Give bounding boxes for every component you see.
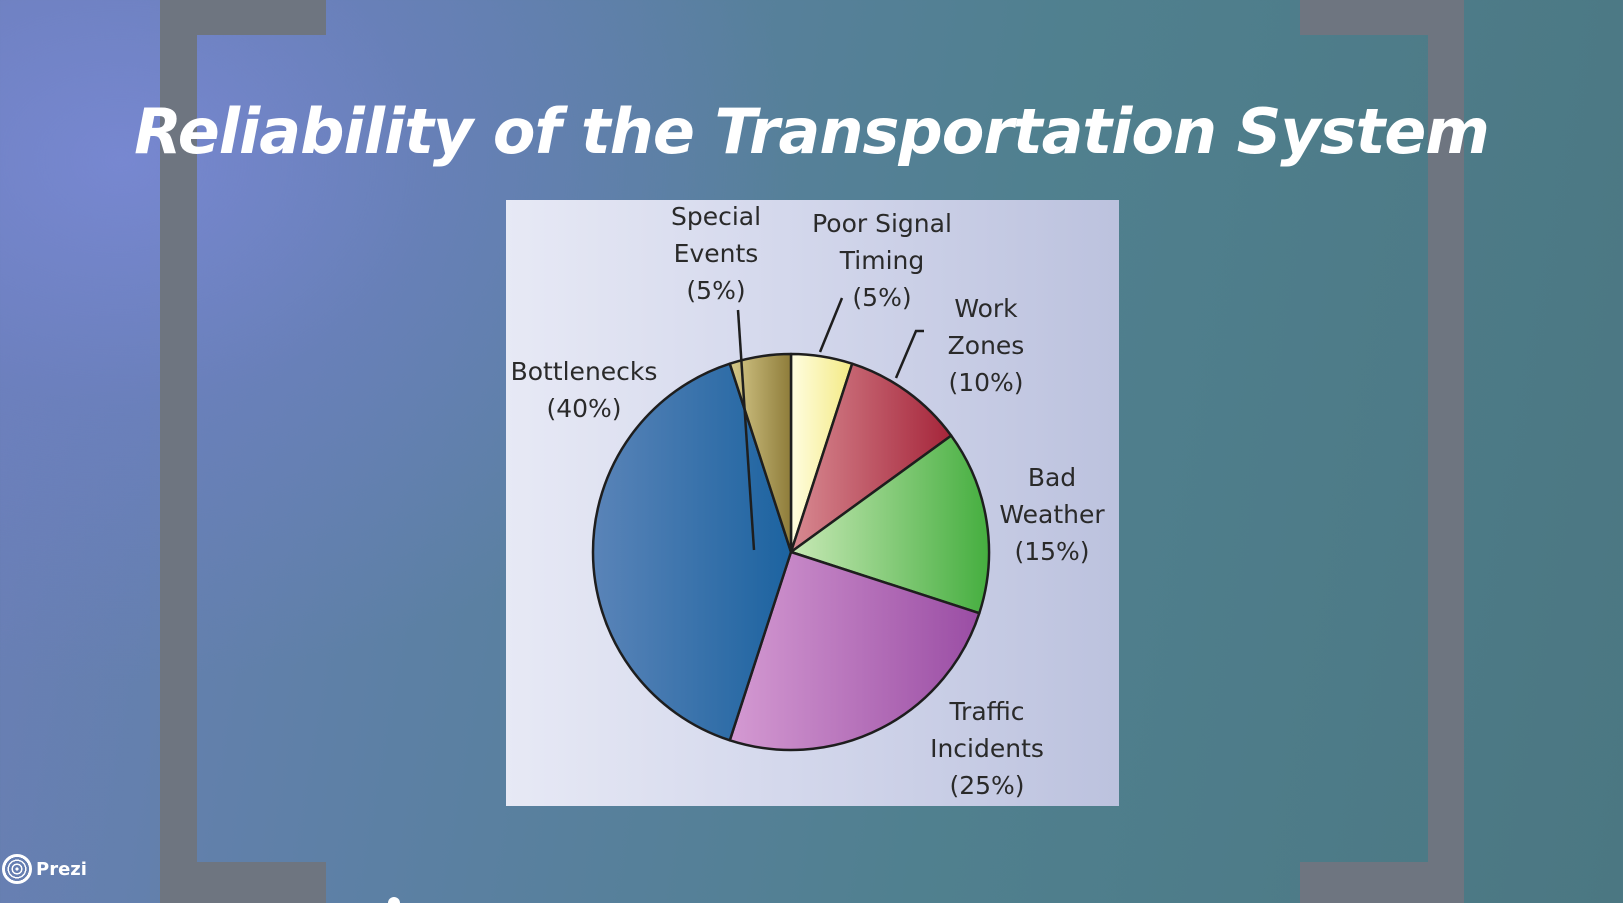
prezi-logo-icon xyxy=(2,854,32,884)
frame-bracket-right xyxy=(1428,0,1464,903)
pie-chart: Special Events (5%) Poor Signal Timing (5%) Wo… xyxy=(511,202,1106,800)
prezi-label: Prezi xyxy=(36,858,87,880)
pie-label-traffic-incidents: Traffic Incidents (25%) xyxy=(930,697,1044,800)
prezi-branding: Prezi xyxy=(2,852,87,886)
frame-bracket-right-top xyxy=(1300,0,1464,35)
leader-line-special-events xyxy=(736,309,756,551)
pie-label-work-zones: Work Zones (10%) xyxy=(948,294,1025,397)
slide-title: Reliability of the Transportation System xyxy=(134,95,1490,168)
pie-label-bad-weather: Bad Weather (15%) xyxy=(999,463,1105,566)
pie-chart-figure: Special Events (5%) Poor Signal Timing (5%) Wo… xyxy=(506,200,1119,806)
leader-line-work-zones xyxy=(894,329,924,379)
pie-label-bottlenecks: Bottlenecks (40%) xyxy=(511,357,658,423)
frame-bracket-left-top xyxy=(160,0,326,35)
frame-bracket-left xyxy=(160,0,197,903)
cursor-dot xyxy=(388,897,400,903)
pie-slice-bad-weather xyxy=(789,434,991,615)
pie-slice-work-zones xyxy=(789,362,953,554)
pie-label-poor-signal-timing: Poor Signal Timing (5%) xyxy=(812,209,952,312)
pie-label-special-events: Special Events (5%) xyxy=(671,202,761,305)
pie-slice-bottlenecks xyxy=(591,362,793,742)
frame-bracket-left-bottom xyxy=(160,862,326,903)
frame-bracket-right-bottom xyxy=(1300,862,1464,903)
leader-line-poor-signal-timing xyxy=(818,297,844,353)
pie-slice-traffic-incidents xyxy=(728,550,981,752)
